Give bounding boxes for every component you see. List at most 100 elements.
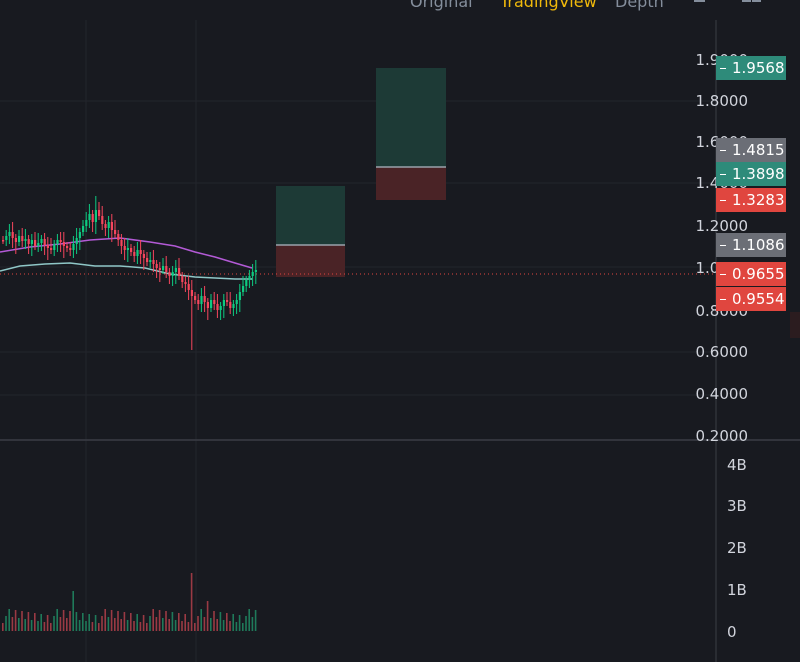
loss-zone-low bbox=[276, 245, 345, 277]
volume-bar bbox=[40, 614, 42, 631]
candle-body bbox=[238, 292, 241, 300]
candle-body bbox=[149, 260, 152, 262]
volume-bar bbox=[216, 619, 218, 631]
volume-bar bbox=[18, 618, 20, 631]
grid bbox=[0, 20, 716, 662]
candle-body bbox=[107, 222, 110, 228]
candle-body bbox=[222, 300, 225, 306]
volume-bar bbox=[206, 601, 209, 631]
candle-body bbox=[213, 300, 216, 304]
volume-bar bbox=[59, 617, 62, 631]
volume-bar bbox=[101, 616, 103, 631]
tab-depth[interactable]: Depth bbox=[615, 0, 664, 11]
volume-bar bbox=[8, 609, 10, 631]
volume-bar bbox=[98, 623, 100, 631]
volume-bar bbox=[133, 621, 135, 631]
candle-body bbox=[158, 268, 161, 270]
volume-bar bbox=[152, 609, 154, 631]
volume-bar bbox=[162, 618, 164, 631]
candle-body bbox=[53, 244, 56, 250]
candle-body bbox=[27, 239, 30, 244]
volume-bar bbox=[190, 573, 193, 631]
candle-body bbox=[110, 222, 113, 230]
volume-bar bbox=[11, 617, 14, 631]
candle-body bbox=[82, 226, 85, 232]
volume-bar bbox=[46, 615, 49, 631]
volume-bar bbox=[130, 613, 132, 631]
side-panel-handle[interactable] bbox=[790, 312, 800, 338]
long-position-high[interactable] bbox=[376, 68, 446, 200]
candle-body bbox=[142, 254, 145, 258]
candle-body bbox=[40, 239, 43, 243]
volume-bar bbox=[232, 614, 234, 631]
candle-body bbox=[88, 214, 91, 220]
price-axis-label: 0.6000 bbox=[695, 343, 749, 361]
candle-body bbox=[14, 238, 17, 242]
volume-bar bbox=[187, 622, 190, 631]
candle-body bbox=[30, 240, 33, 244]
candle-body bbox=[181, 276, 184, 282]
volume-bar bbox=[158, 610, 161, 631]
volume-bar bbox=[171, 612, 174, 631]
volume-bar bbox=[66, 618, 68, 631]
candle-body bbox=[216, 304, 219, 310]
candle-body bbox=[194, 296, 197, 300]
volume-bar bbox=[168, 619, 170, 631]
candle-body bbox=[43, 239, 46, 245]
candle-body bbox=[210, 300, 213, 308]
volume-bar bbox=[27, 612, 30, 631]
volume-bar bbox=[174, 620, 177, 631]
layout-icon[interactable] bbox=[742, 0, 762, 5]
volume-bar bbox=[235, 622, 238, 631]
volume-bar bbox=[200, 609, 202, 631]
volume-bar bbox=[123, 612, 126, 631]
candle-body bbox=[242, 286, 245, 292]
volume-bar bbox=[238, 615, 241, 631]
volume-bar bbox=[142, 615, 145, 631]
candle-body bbox=[59, 240, 62, 242]
candle-body bbox=[200, 296, 203, 304]
volume-bar bbox=[254, 610, 257, 631]
price-axis-label: 1.8000 bbox=[695, 92, 749, 110]
sl-low-tag: 0.9554 bbox=[716, 287, 786, 311]
candle-body bbox=[8, 232, 11, 236]
volume-bar bbox=[248, 609, 250, 631]
volume-bar bbox=[165, 611, 167, 631]
candle-body bbox=[123, 246, 126, 250]
candle-body bbox=[114, 230, 117, 234]
candle-body bbox=[85, 220, 88, 226]
volume-bar bbox=[117, 611, 119, 631]
volume-bar bbox=[82, 613, 84, 631]
tab-tradingview[interactable]: TradingView bbox=[500, 0, 597, 11]
candle-body bbox=[136, 250, 139, 256]
candle-body bbox=[101, 216, 104, 224]
volume-bar bbox=[30, 620, 33, 631]
expand-icon[interactable] bbox=[692, 0, 712, 5]
volume-bar bbox=[251, 617, 254, 631]
candles bbox=[2, 196, 257, 350]
candle-body bbox=[190, 290, 193, 296]
candle-body bbox=[120, 240, 123, 246]
volume-bar bbox=[75, 612, 78, 631]
candle-body bbox=[146, 258, 149, 262]
volume-bar bbox=[245, 616, 247, 631]
volume-bar bbox=[94, 615, 97, 631]
candle-body bbox=[184, 282, 187, 284]
volume-bar bbox=[5, 616, 7, 631]
volume-bar bbox=[50, 623, 52, 631]
volume-bar bbox=[110, 610, 113, 631]
volume-bar bbox=[126, 620, 129, 631]
volume-axis-label: 0 bbox=[727, 623, 737, 641]
volume-axis-label: 1B bbox=[727, 581, 747, 599]
candle-body bbox=[133, 252, 136, 256]
candle-body bbox=[78, 232, 81, 238]
price-axis-label: 1.2000 bbox=[695, 217, 749, 235]
volume-bar bbox=[210, 618, 212, 631]
long-position-low[interactable] bbox=[276, 186, 345, 277]
volume-bar bbox=[139, 622, 142, 631]
tab-original[interactable]: Original bbox=[410, 0, 473, 11]
volume-bar bbox=[104, 609, 106, 631]
ma-line-teal bbox=[0, 262, 252, 280]
volume-bar bbox=[203, 617, 206, 631]
